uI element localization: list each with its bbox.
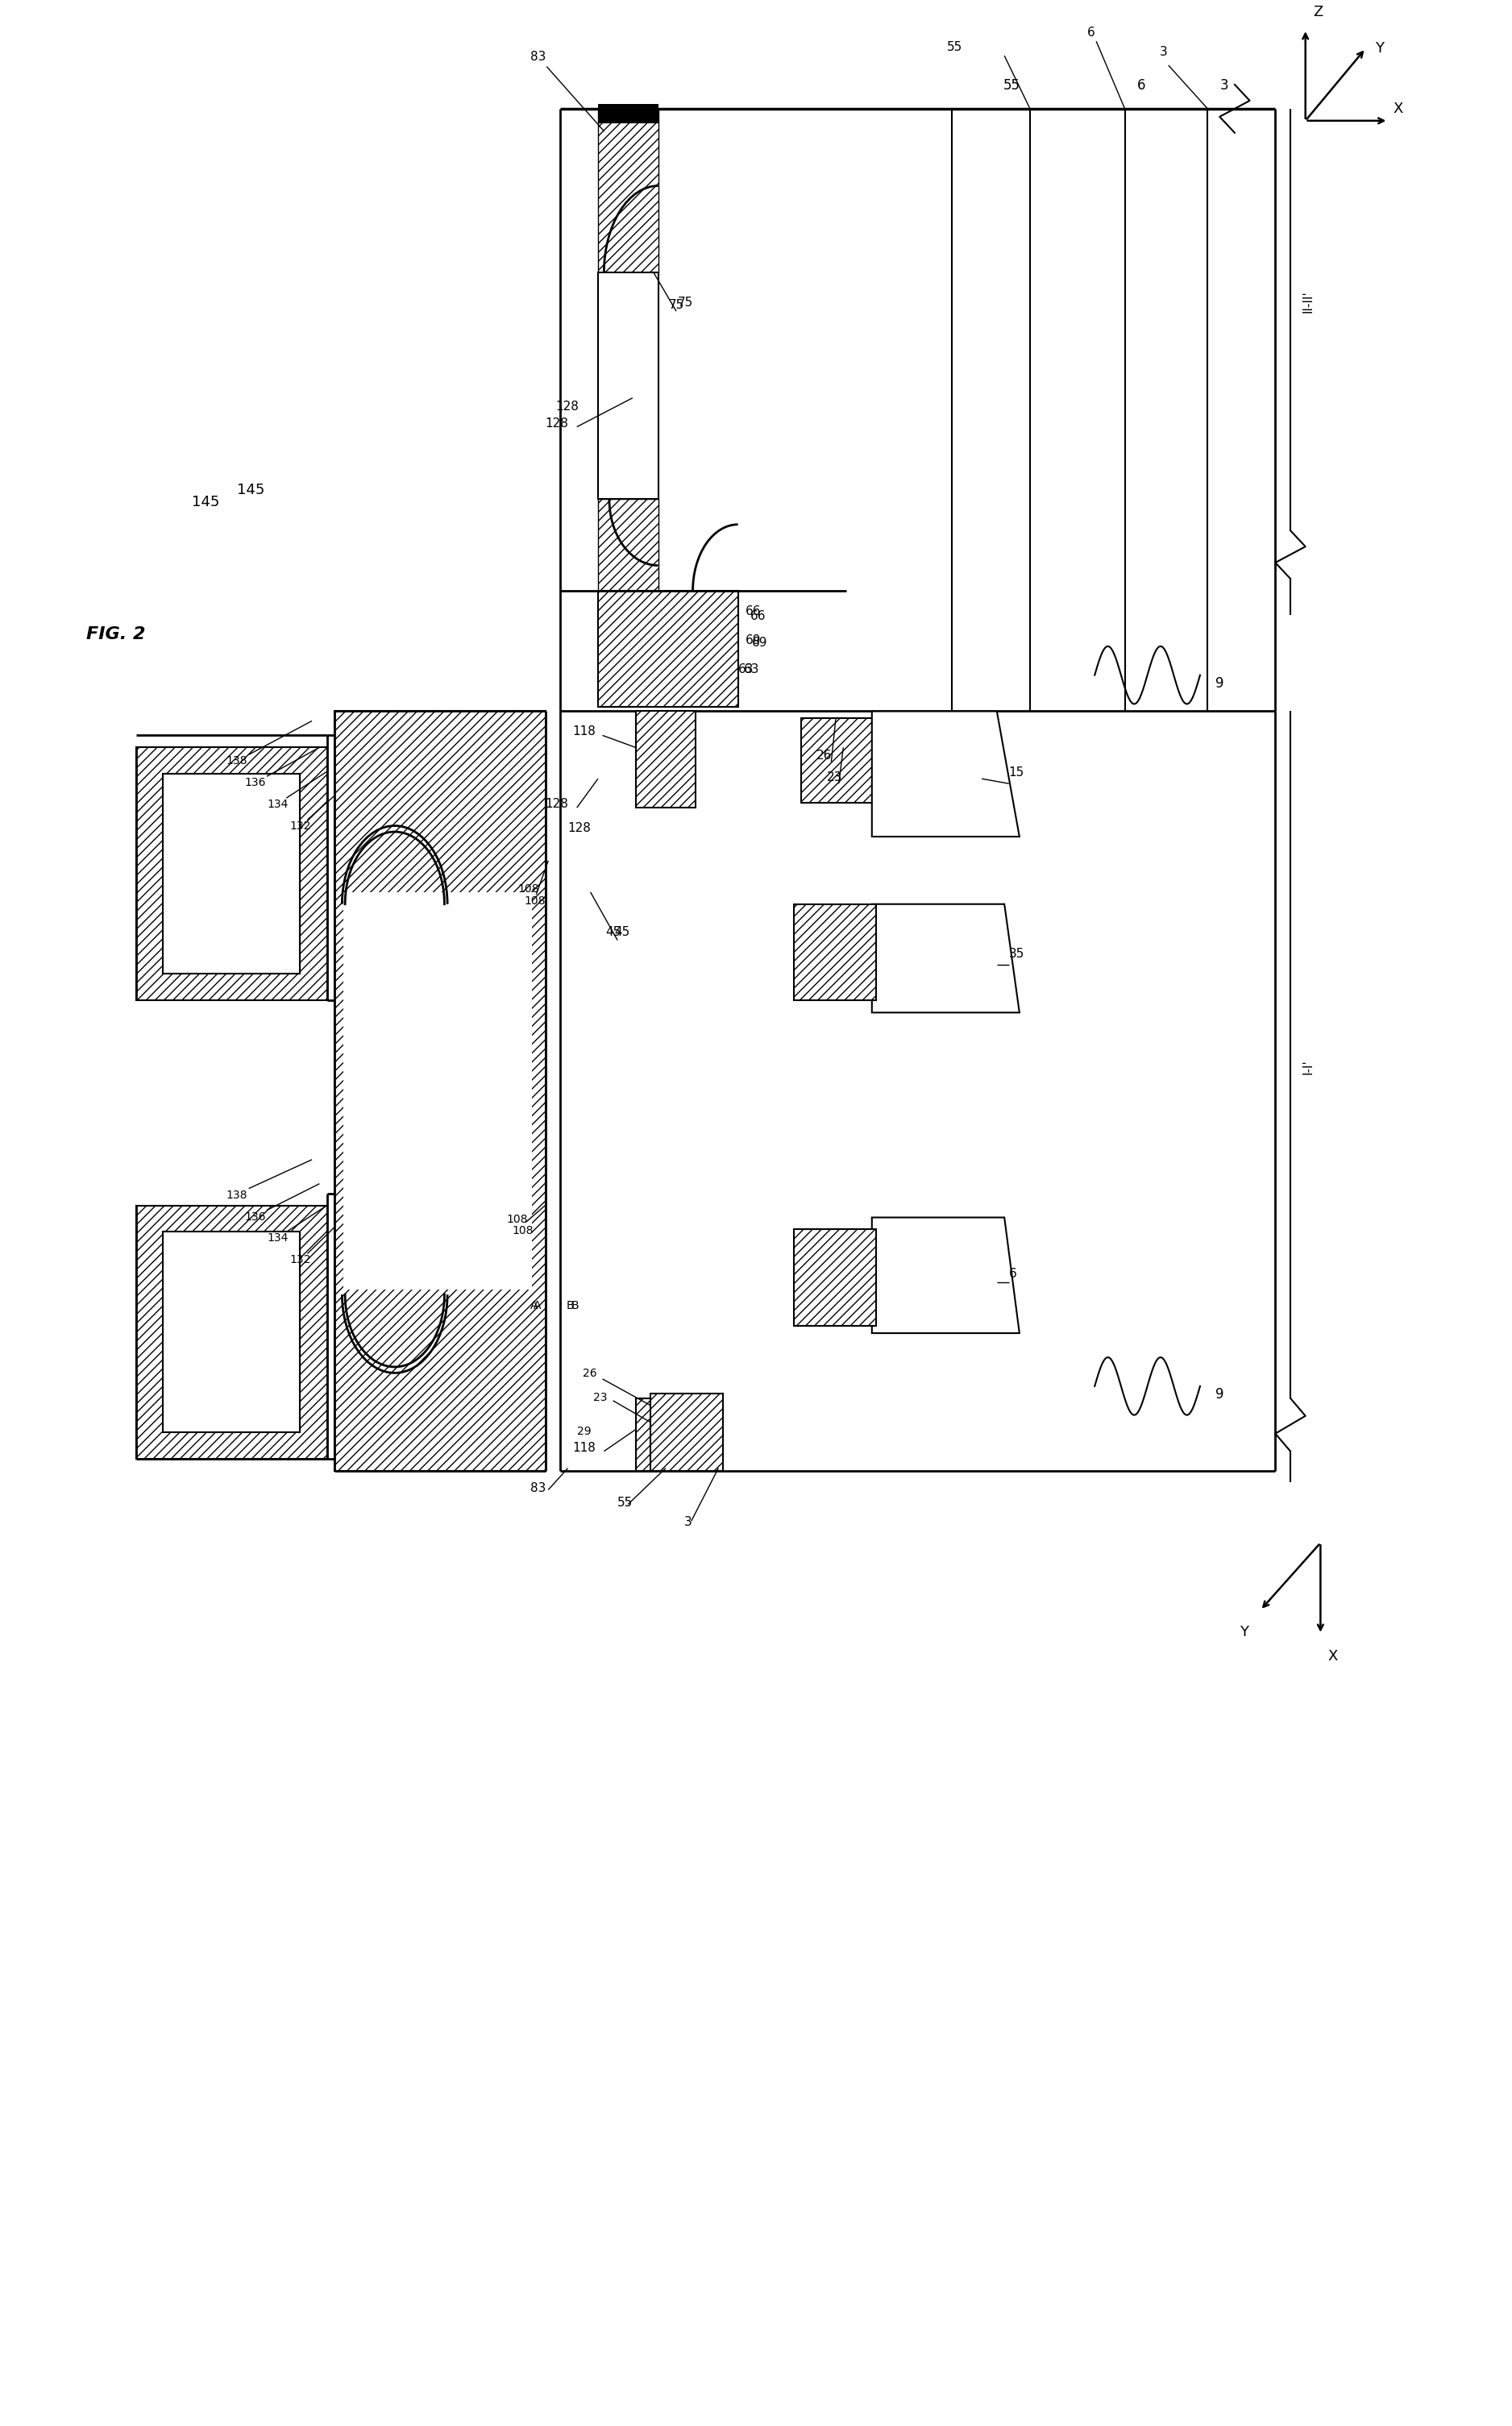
Text: 132: 132 — [289, 1254, 310, 1266]
Bar — [635, 711, 696, 808]
Text: 63: 63 — [738, 662, 753, 674]
Text: 69: 69 — [745, 633, 761, 645]
Bar — [597, 592, 738, 706]
Bar — [597, 500, 658, 592]
Text: 138: 138 — [227, 754, 248, 767]
Bar — [136, 1206, 327, 1458]
Text: 6: 6 — [1137, 78, 1145, 92]
Bar — [334, 711, 546, 1470]
Text: 108: 108 — [507, 1213, 528, 1225]
Text: 23: 23 — [827, 771, 842, 784]
Bar — [343, 893, 532, 1291]
Text: 136: 136 — [245, 776, 266, 788]
Text: A: A — [534, 1300, 541, 1312]
Bar — [136, 747, 327, 1000]
Text: 29: 29 — [578, 1426, 591, 1436]
Text: FIG. 2: FIG. 2 — [86, 626, 145, 643]
Bar — [597, 272, 658, 500]
Polygon shape — [872, 1218, 1019, 1334]
Text: 132: 132 — [289, 820, 310, 832]
Bar — [597, 109, 658, 272]
Text: Y: Y — [1240, 1625, 1249, 1640]
Text: 128: 128 — [546, 798, 569, 810]
Text: 15: 15 — [1009, 767, 1025, 779]
Text: 26: 26 — [816, 750, 832, 762]
Bar — [163, 1232, 299, 1431]
Text: 75: 75 — [668, 298, 685, 311]
Text: 108: 108 — [513, 1225, 534, 1237]
Text: 63: 63 — [744, 662, 759, 674]
Text: 3: 3 — [1160, 46, 1167, 58]
Text: 66: 66 — [745, 604, 761, 616]
Text: 134: 134 — [266, 798, 289, 810]
Text: 128: 128 — [546, 417, 569, 429]
Text: 108: 108 — [525, 895, 546, 907]
Text: 145: 145 — [192, 495, 219, 509]
Text: 26: 26 — [584, 1368, 597, 1378]
Text: 6: 6 — [1087, 27, 1095, 39]
Bar — [794, 1230, 877, 1327]
Text: 118: 118 — [573, 725, 596, 738]
Text: 134: 134 — [266, 1232, 289, 1245]
Text: 9: 9 — [1216, 677, 1223, 691]
Bar — [650, 1393, 723, 1470]
Text: X: X — [1328, 1650, 1338, 1664]
Text: 66: 66 — [750, 609, 765, 621]
Bar — [635, 1397, 696, 1470]
Text: X: X — [1393, 102, 1403, 116]
Text: 108: 108 — [519, 883, 540, 895]
Text: 83: 83 — [531, 1482, 546, 1494]
Text: 55: 55 — [1002, 78, 1019, 92]
Text: 145: 145 — [237, 483, 265, 497]
Bar — [794, 905, 877, 1000]
Text: 6: 6 — [1009, 1269, 1016, 1281]
Text: 45: 45 — [614, 927, 631, 939]
Text: I-I': I-I' — [1302, 1060, 1314, 1075]
Text: 118: 118 — [573, 1441, 596, 1453]
Text: 136: 136 — [245, 1211, 266, 1223]
Text: 128: 128 — [569, 822, 591, 835]
Text: Z: Z — [1312, 5, 1323, 19]
Bar — [163, 774, 299, 973]
Text: II-II': II-II' — [1302, 291, 1314, 313]
Text: 55: 55 — [617, 1497, 634, 1509]
Polygon shape — [872, 905, 1019, 1012]
Text: 3: 3 — [683, 1516, 691, 1528]
Text: 55: 55 — [947, 41, 963, 53]
Text: Y: Y — [1374, 41, 1383, 56]
Text: 83: 83 — [531, 51, 603, 131]
Text: 45: 45 — [605, 927, 621, 939]
Text: B: B — [572, 1300, 579, 1312]
Bar — [801, 718, 877, 803]
Text: B: B — [567, 1300, 575, 1312]
Text: 128: 128 — [556, 400, 579, 412]
Text: 35: 35 — [1009, 949, 1025, 961]
Text: 9: 9 — [1216, 1388, 1223, 1402]
Text: 75: 75 — [677, 296, 692, 308]
Text: 138: 138 — [227, 1189, 248, 1201]
Polygon shape — [872, 711, 1019, 837]
Text: 69: 69 — [751, 636, 767, 648]
Text: A: A — [531, 1300, 538, 1312]
Text: 23: 23 — [593, 1393, 608, 1402]
Text: 3: 3 — [1220, 78, 1228, 92]
Bar — [597, 104, 658, 124]
